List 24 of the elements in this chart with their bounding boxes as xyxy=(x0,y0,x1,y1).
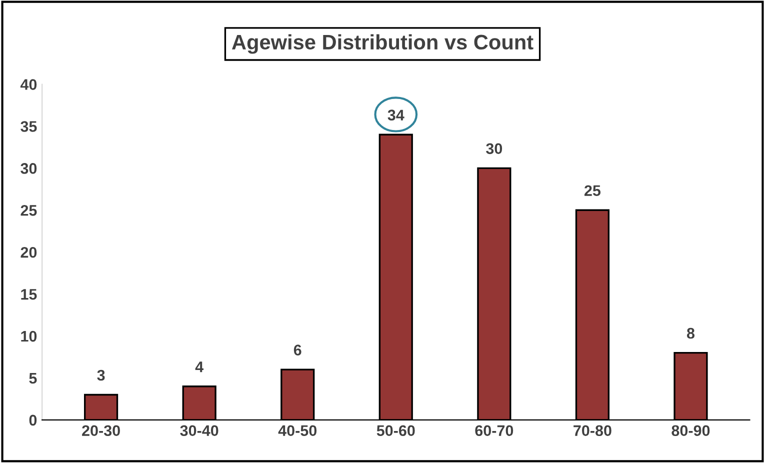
x-tick-label: 40-50 xyxy=(278,425,317,436)
data-label: 4 xyxy=(195,362,204,372)
y-tick-label: 0 xyxy=(29,414,37,426)
y-tick-label: 10 xyxy=(21,330,37,342)
data-label: 8 xyxy=(686,328,695,339)
x-tick-label: 20-30 xyxy=(82,425,120,436)
y-tick-label: 15 xyxy=(21,289,37,300)
x-tick-label: 30-40 xyxy=(180,425,218,436)
x-tick-label: 60-70 xyxy=(475,425,514,436)
y-tick-label: 35 xyxy=(20,121,37,132)
x-tick-label: 50-60 xyxy=(376,425,415,436)
x-tick-label: 70-80 xyxy=(574,425,612,436)
data-label: 34 xyxy=(388,110,404,121)
data-label: 30 xyxy=(486,143,502,154)
x-tick-label: 80-90 xyxy=(672,425,710,436)
y-tick-label: 5 xyxy=(29,373,37,384)
data-label: 3 xyxy=(97,370,105,381)
y-tick-label: 40 xyxy=(20,79,37,90)
y-tick-label: 20 xyxy=(20,246,37,258)
y-tick-label: 25 xyxy=(20,205,37,216)
data-label: 6 xyxy=(294,344,302,356)
chart-title: Agewise Distribution vs Count xyxy=(232,34,534,54)
data-label: 25 xyxy=(584,185,601,196)
y-tick-label: 30 xyxy=(20,163,37,174)
